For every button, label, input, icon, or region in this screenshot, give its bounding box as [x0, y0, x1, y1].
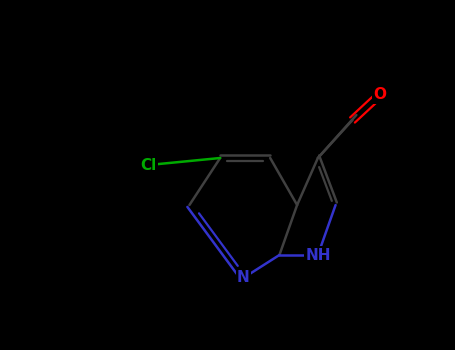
Text: N: N: [237, 271, 250, 286]
Text: Cl: Cl: [141, 158, 157, 173]
Text: O: O: [373, 88, 386, 103]
Text: NH: NH: [305, 247, 331, 262]
